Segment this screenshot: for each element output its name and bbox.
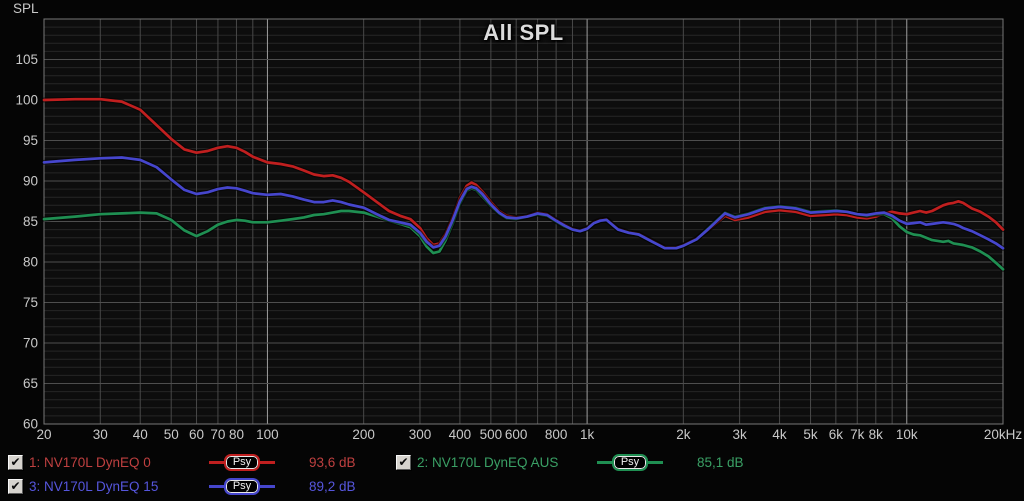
x-tick-label: 20kHz xyxy=(984,427,1023,442)
y-tick-label: 85 xyxy=(23,214,38,229)
x-tick-label: 200 xyxy=(352,427,375,442)
trace-style-indicator: Psy xyxy=(585,453,675,471)
x-tick-label: 100 xyxy=(256,427,279,442)
x-tick-label: 4k xyxy=(772,427,787,442)
x-tick-label: 80 xyxy=(229,427,244,442)
x-tick-label: 1k xyxy=(580,427,595,442)
trace-visibility-checkbox[interactable]: ✔ xyxy=(8,454,23,470)
x-tick-label: 500 xyxy=(480,427,503,442)
y-axis-title: SPL xyxy=(13,1,39,16)
y-tick-label: 70 xyxy=(23,336,38,351)
trace-line-sample xyxy=(260,460,276,464)
trace-line-sample xyxy=(208,484,224,488)
x-tick-label: 2k xyxy=(676,427,691,442)
trace-line-sample xyxy=(208,460,224,464)
x-tick-label: 60 xyxy=(189,427,204,442)
x-tick-label: 40 xyxy=(133,427,148,442)
trace-style-indicator: Psy xyxy=(197,477,287,495)
y-tick-label: 75 xyxy=(23,295,38,310)
trace-visibility-checkbox[interactable]: ✔ xyxy=(396,454,411,470)
trace-label[interactable]: 3: NV170L DynEQ 15 xyxy=(29,478,159,494)
trace-label[interactable]: 2: NV170L DynEQ AUS xyxy=(417,454,559,470)
trace-cursor-value: 85,1 dB xyxy=(697,454,744,470)
psy-smoothing-badge: Psy xyxy=(611,453,649,471)
x-tick-label: 8k xyxy=(869,427,884,442)
legend-entry-3: ✔ 3: NV170L DynEQ 15 Psy 89,2 dB xyxy=(0,474,388,498)
y-tick-label: 60 xyxy=(23,417,38,432)
x-tick-label: 400 xyxy=(449,427,472,442)
x-tick-label: 800 xyxy=(545,427,568,442)
psy-smoothing-badge: Psy xyxy=(223,477,261,495)
trace-line-sample xyxy=(648,460,664,464)
trace-line-sample xyxy=(596,460,612,464)
psy-smoothing-badge: Psy xyxy=(223,453,261,471)
y-tick-label: 105 xyxy=(15,52,38,67)
x-tick-label: 6k xyxy=(829,427,844,442)
legend: ✔ 1: NV170L DynEQ 0 Psy 93,6 dB ✔ 2: NV1… xyxy=(0,446,1024,498)
legend-entry-2: ✔ 2: NV170L DynEQ AUS Psy 85,1 dB xyxy=(388,450,1024,474)
x-tick-label: 20 xyxy=(36,427,51,442)
x-tick-label: 300 xyxy=(409,427,432,442)
trace-visibility-checkbox[interactable]: ✔ xyxy=(8,478,23,494)
y-tick-label: 80 xyxy=(23,255,38,270)
x-tick-label: 7k xyxy=(850,427,865,442)
y-tick-label: 65 xyxy=(23,376,38,391)
legend-entry-1: ✔ 1: NV170L DynEQ 0 Psy 93,6 dB xyxy=(0,450,388,474)
trace-cursor-value: 89,2 dB xyxy=(309,478,356,494)
x-tick-label: 30 xyxy=(93,427,108,442)
trace-line-sample xyxy=(260,484,276,488)
trace-3 xyxy=(42,156,1005,250)
y-tick-label: 90 xyxy=(23,174,38,189)
x-tick-label: 600 xyxy=(505,427,528,442)
x-tick-label: 5k xyxy=(803,427,818,442)
trace-cursor-value: 93,6 dB xyxy=(309,454,356,470)
x-tick-label: 3k xyxy=(732,427,747,442)
y-tick-label: 95 xyxy=(23,133,38,148)
y-tick-label: 100 xyxy=(15,93,38,108)
x-tick-label: 70 xyxy=(210,427,225,442)
trace-label[interactable]: 1: NV170L DynEQ 0 xyxy=(29,454,151,470)
x-tick-label: 10k xyxy=(896,427,918,442)
spl-chart[interactable]: 105 100 95 90 85 80 75 70 65 60 20 30 40 50 60 70 80 100 2… xyxy=(0,0,1024,446)
trace-style-indicator: Psy xyxy=(197,453,287,471)
x-tick-label: 50 xyxy=(164,427,179,442)
